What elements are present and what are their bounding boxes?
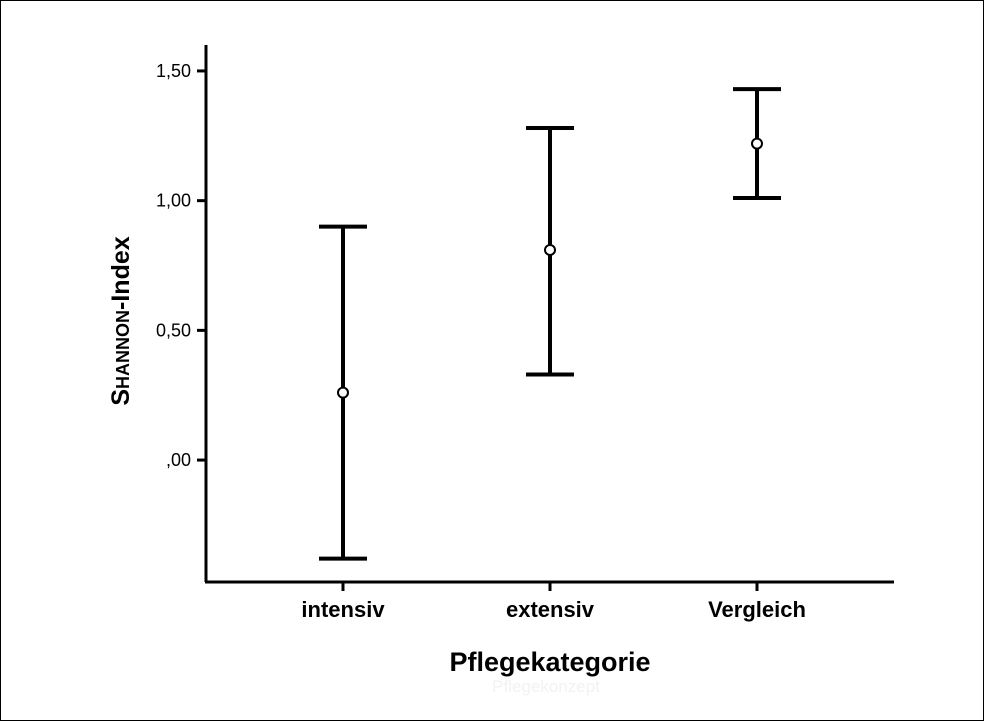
mean-point [751,137,763,150]
x-axis-ghost-label: Pflegekonzept [492,677,600,696]
y-axis-title: SHANNON-Index [107,236,135,405]
x-ticks: intensiv extensiv Vergleich [301,582,806,622]
y-tick-label: ,00 [166,450,191,470]
y-title-smallcaps: HANNON [113,310,133,389]
y-ticks: ,00 0,50 1,00 1,50 [156,61,206,470]
mean-point [544,243,556,256]
y-title-suffix: -Index [107,236,135,310]
y-tick-label: 1,00 [156,191,191,211]
y-tick-label: 0,50 [156,320,191,340]
x-tick-label: Vergleich [708,597,806,622]
mean-point [337,386,349,399]
x-axis-title: Pflegekategorie [449,647,650,677]
x-tick-label: intensiv [301,597,385,622]
y-tick-label: 1,50 [156,61,191,81]
y-title-initial: S [107,389,135,406]
error-bars [319,87,781,561]
x-tick-label: extensiv [506,597,595,622]
